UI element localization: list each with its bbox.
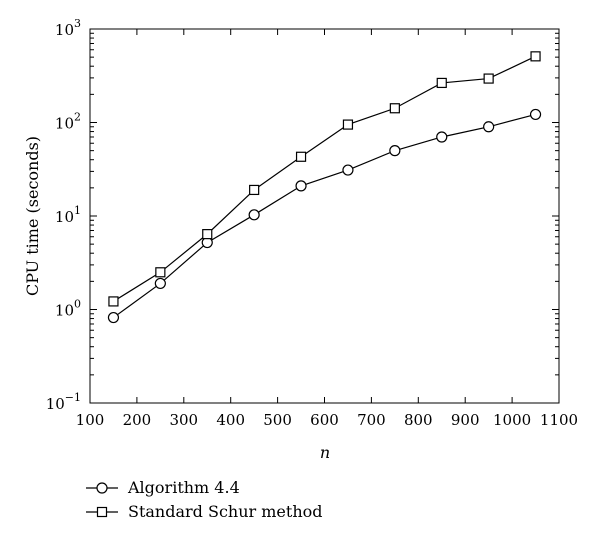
x-tick-label: 900 [451, 411, 480, 429]
data-point [389, 103, 400, 114]
y-tick-label: 103 [55, 17, 81, 39]
x-axis-ticks: 100 200 300 400 500 600 700 800 900 1000 1100 [76, 29, 578, 429]
legend-marker [96, 482, 108, 494]
data-point [154, 277, 166, 290]
legend-label: Algorithm 4.4 [127, 478, 240, 497]
data-point [248, 209, 260, 221]
series-line [113, 55, 536, 302]
series-line [113, 113, 536, 319]
x-tick-label: 100 [76, 411, 105, 429]
x-tick-label: 400 [216, 411, 245, 429]
x-tick-label: 300 [169, 411, 198, 429]
data-point [342, 119, 354, 130]
x-tick-label: 800 [404, 411, 433, 429]
series-2 [108, 51, 541, 307]
y-tick-label: 101 [55, 204, 81, 226]
y-tick-label: 10−1 [46, 391, 81, 413]
x-axis-label: n [320, 443, 330, 462]
data-point [483, 121, 495, 133]
y-tick-label: 102 [55, 111, 81, 133]
data-point [108, 296, 119, 307]
data-point [389, 145, 401, 157]
data-point [436, 131, 448, 143]
x-tick-label: 500 [263, 411, 292, 429]
plot-area-frame [89, 28, 560, 404]
data-point [483, 73, 494, 84]
y-axis-label: CPU time (seconds) [23, 136, 42, 296]
x-tick-label: 1000 [493, 411, 531, 429]
y-axis-ticks: 10−1 100 101 102 103 [46, 17, 559, 413]
y-tick-label: 100 [55, 298, 81, 320]
data-point [155, 267, 166, 278]
data-point [107, 311, 120, 324]
series-layer [107, 51, 542, 324]
data-point [295, 180, 307, 192]
data-point [436, 77, 447, 89]
legend-marker [96, 506, 108, 518]
x-tick-label: 600 [310, 411, 339, 429]
data-point [295, 151, 307, 162]
x-tick-label: 700 [357, 411, 386, 429]
data-point [342, 164, 354, 176]
data-point [202, 229, 213, 240]
x-tick-label: 1100 [540, 411, 578, 429]
x-tick-label: 200 [123, 411, 152, 429]
data-point [529, 108, 542, 121]
data-point [249, 184, 260, 196]
data-point [530, 51, 541, 62]
legend: Algorithm 4.4 Standard Schur method [86, 478, 323, 521]
legend-label: Standard Schur method [128, 502, 323, 521]
series-1 [107, 108, 542, 324]
